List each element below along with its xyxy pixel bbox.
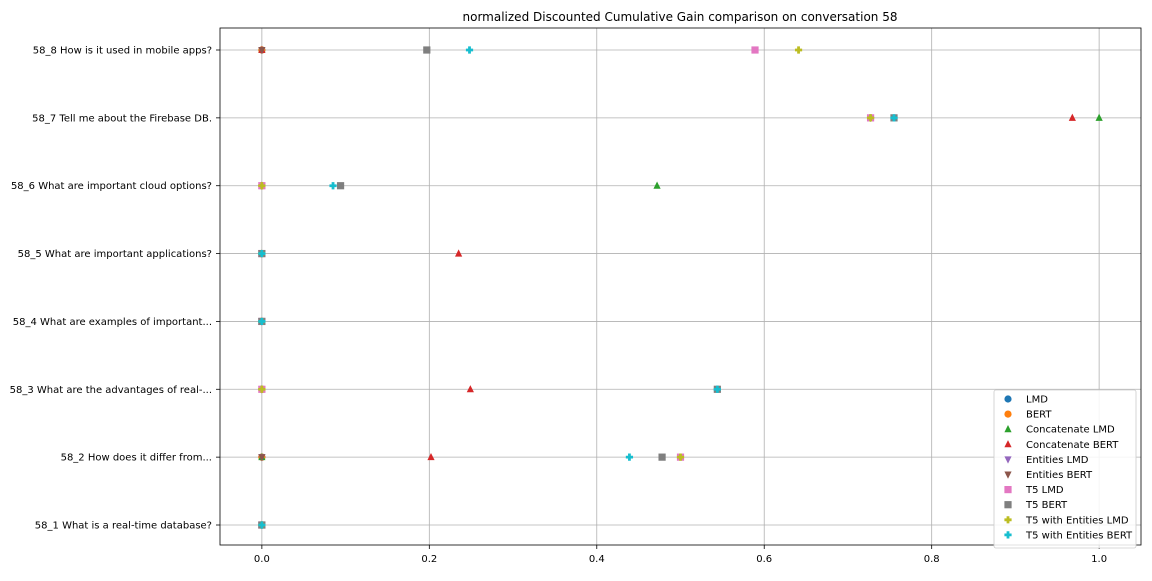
y-tick-label: 58_5 What are important applications? — [18, 249, 212, 260]
legend-marker — [1004, 395, 1012, 403]
data-point-t5-with-entities-bert — [625, 453, 634, 461]
x-tick-label: 0.2 — [421, 554, 437, 565]
data-point-concatenate-bert — [427, 452, 435, 461]
axes-layer: 0.0 0.2 0.4 0.6 0.8 1.0 58_1 What is a real-ti… — [10, 27, 1142, 565]
legend-label: Concatenate LMD — [1026, 425, 1115, 436]
x-tick-label: 0.4 — [589, 554, 605, 565]
data-point-t5-with-entities-bert — [258, 521, 266, 529]
data-point-t5-bert — [336, 182, 345, 190]
data-point-t5-with-entities-lmd — [258, 182, 266, 190]
legend-label: Entities BERT — [1026, 470, 1093, 481]
legend-box — [993, 389, 1137, 549]
y-tick-label: 58_2 How does it differ from... — [61, 453, 212, 464]
legend: LMD BERT Concatenate LMD Concatenate BERT En… — [993, 389, 1137, 549]
data-point-t5-with-entities-bert — [258, 249, 266, 258]
y-tick-label: 58_3 What are the advantages of real-... — [10, 385, 212, 396]
data-point-concatenate-lmd — [653, 181, 661, 189]
legend-marker — [1004, 456, 1012, 464]
data-point-concatenate-bert — [466, 385, 474, 393]
data-point-t5-bert — [423, 46, 431, 54]
data-point-t5-lmd — [751, 46, 759, 54]
data-point-t5-with-entities-lmd — [676, 453, 685, 461]
data-point-t5-with-entities-lmd — [794, 46, 803, 54]
data-point-t5-with-entities-bert — [713, 385, 721, 393]
legend-label: LMD — [1026, 395, 1048, 406]
x-tick-label: 1.0 — [1091, 554, 1107, 565]
legend-marker — [1004, 486, 1012, 494]
data-point-t5-with-entities-bert — [465, 46, 474, 54]
marks-layer — [258, 45, 1103, 530]
x-tick-label: 0.0 — [254, 554, 270, 565]
data-point-concatenate-lmd — [1095, 113, 1103, 121]
data-point-t5-with-entities-bert — [258, 317, 266, 326]
y-tick-label: 58_7 Tell me about the Firebase DB. — [32, 113, 212, 124]
legend-label: T5 LMD — [1025, 485, 1064, 496]
legend-marker — [1004, 410, 1012, 418]
x-tick-label: 0.8 — [924, 554, 940, 565]
data-point-t5-with-entities-lmd — [866, 114, 875, 122]
data-point-t5-with-entities-lmd — [258, 385, 266, 393]
legend-marker — [1004, 531, 1012, 539]
plot-frame — [219, 27, 1142, 546]
y-tick-label: 58_8 How is it used in mobile apps? — [33, 46, 212, 57]
data-point-t5-with-entities-bert — [329, 182, 337, 190]
x-tick-label: 0.6 — [756, 554, 772, 565]
legend-marker — [1004, 501, 1012, 509]
legend-marker — [1004, 516, 1012, 524]
legend-marker — [1004, 425, 1012, 433]
y-tick-label: 58_4 What are examples of important... — [13, 317, 212, 328]
y-tick-label: 58_1 What is a real-time database? — [35, 521, 212, 532]
data-point-t5-bert — [658, 453, 666, 461]
legend-label: Concatenate BERT — [1026, 440, 1119, 451]
data-point-t5-with-entities-bert — [890, 114, 898, 122]
chart-title: normalized Discounted Cumulative Gain co… — [463, 10, 898, 24]
legend-label: T5 with Entities BERT — [1025, 530, 1133, 541]
legend-label: Entities LMD — [1026, 455, 1089, 466]
legend-label: T5 BERT — [1025, 500, 1068, 511]
legend-label: T5 with Entities LMD — [1025, 515, 1129, 526]
data-point-entities-bert — [258, 47, 266, 55]
legend-label: BERT — [1026, 410, 1052, 421]
data-point-concatenate-bert — [1068, 113, 1076, 121]
legend-marker — [1004, 471, 1012, 479]
y-tick-label: 58_6 What are important cloud options? — [11, 181, 212, 192]
data-point-concatenate-bert — [455, 249, 463, 257]
legend-marker — [1004, 440, 1012, 448]
data-point-entities-bert — [258, 454, 266, 462]
